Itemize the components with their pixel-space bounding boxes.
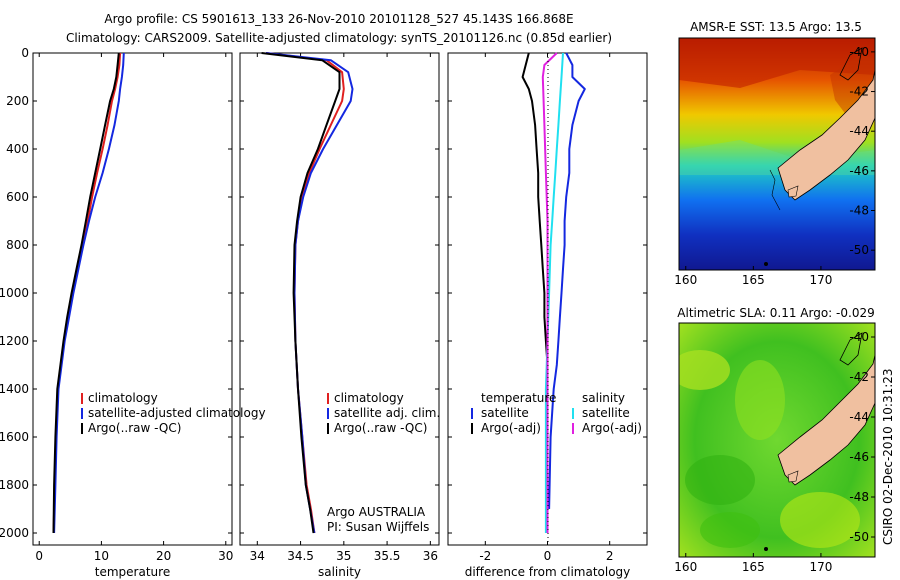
info-line-2: PI: Susan Wijffels — [327, 520, 429, 534]
temperature-axis-label: temperature — [95, 565, 170, 579]
sla-map-ytick-label: -40 — [849, 330, 869, 344]
salinity-xtick-label: 34.5 — [287, 549, 314, 563]
salinity-legend-entry: Argo(..raw -QC) — [334, 421, 427, 435]
sst-map-ytick-label: -46 — [849, 164, 869, 178]
sst-map-ytick-label: -40 — [849, 45, 869, 59]
difference-legend-header: salinity — [582, 391, 625, 405]
depth-tick-label: 1000 — [0, 286, 29, 300]
sst-map-xtick-label: 170 — [809, 273, 832, 287]
salinity-xtick-label: 35 — [336, 549, 351, 563]
difference-legend-header: temperature — [481, 391, 556, 405]
temperature-legend-entry: satellite-adjusted climatology — [88, 406, 266, 420]
sst-map-ytick-label: -42 — [849, 85, 869, 99]
sst-map-ytick-label: -48 — [849, 204, 869, 218]
temperature-series-line-3 — [52, 52, 120, 534]
axes-ticks: 0 10 20 30temperature0200400600800100012001… — [0, 46, 647, 579]
sla-map-image — [679, 323, 875, 557]
temperature-series-line-2 — [53, 52, 125, 534]
temperature-series-line-1 — [52, 52, 122, 534]
sst-map-image — [679, 38, 875, 270]
profile-lines — [52, 52, 586, 534]
timestamp-label: CSIRO 02-Dec-2010 10:31:23 — [881, 368, 895, 545]
depth-tick-label: 400 — [6, 142, 29, 156]
difference-series-line-2 — [521, 52, 549, 509]
difference-axis-label: difference from climatology — [465, 565, 631, 579]
sla-map-xtick-label: 165 — [742, 560, 765, 574]
salinity-xtick-label: 35.5 — [374, 549, 401, 563]
depth-tick-label: 1400 — [0, 382, 29, 396]
difference-xtick-label: -2 — [479, 549, 491, 563]
sla-map-xtick-label: 170 — [809, 560, 832, 574]
sla-map-frame — [678, 322, 876, 558]
salinity-axis-label: salinity — [318, 565, 361, 579]
info-line-1: Argo AUSTRALIA — [327, 505, 426, 519]
difference-xtick-label: 0 — [544, 549, 552, 563]
sla-map-ytick-label: -42 — [849, 370, 869, 384]
salinity-legend-entry: satellite adj. clim. — [334, 406, 440, 420]
difference-series-line-3 — [544, 52, 564, 533]
temperature-legend-entry: Argo(..raw -QC) — [88, 421, 181, 435]
salinity-xtick-label: 34 — [250, 549, 265, 563]
salinity-series-line-3 — [261, 52, 341, 534]
depth-tick-label: 1600 — [0, 430, 29, 444]
temperature-legend-entry: climatology — [88, 391, 158, 405]
map-axes: 160 165 170 -40 -42 -44 -46 -48 -50 160 165 170 -40 -… — [674, 45, 875, 574]
depth-tick-label: 1800 — [0, 478, 29, 492]
sst-float-marker — [764, 262, 768, 266]
sst-map-title: AMSR-E SST: 13.5 Argo: 13.5 — [690, 20, 862, 34]
figure-title-line-1: Argo profile: CS 5901613_133 26-Nov-2010… — [104, 12, 573, 26]
sla-map-xtick-label: 160 — [674, 560, 697, 574]
depth-tick-label: 1200 — [0, 334, 29, 348]
difference-legend-entry: Argo(-adj) — [582, 421, 642, 435]
sla-map-ytick-label: -46 — [849, 450, 869, 464]
sst-map-xtick-label: 160 — [674, 273, 697, 287]
depth-tick-label: 200 — [6, 94, 29, 108]
depth-tick-label: 0 — [21, 46, 29, 60]
sla-float-marker — [764, 547, 768, 551]
salinity-panel-frame — [239, 52, 440, 546]
difference-legend-entry: satellite — [582, 406, 630, 420]
sla-map-ytick-label: -50 — [849, 530, 869, 544]
figure-title-line-2: Climatology: CARS2009. Satellite-adjuste… — [66, 31, 612, 45]
temperature-xtick-label: 10 — [94, 549, 109, 563]
salinity-xtick-label: 36 — [423, 549, 438, 563]
temperature-xtick-label: 0 — [35, 549, 43, 563]
depth-tick-label: 800 — [6, 238, 29, 252]
sst-map-frame — [678, 37, 876, 271]
temperature-xtick-label: 20 — [156, 549, 171, 563]
depth-tick-label: 600 — [6, 190, 29, 204]
salinity-legend-entry: climatology — [334, 391, 404, 405]
sst-map-ytick-label: -44 — [849, 124, 869, 138]
temperature-panel-frame — [32, 52, 233, 546]
difference-series-line-1 — [548, 52, 586, 510]
difference-legend-entry: satellite — [481, 406, 529, 420]
sst-landmass — [777, 69, 875, 201]
temperature-xtick-label: 30 — [218, 549, 233, 563]
difference-xtick-label: 2 — [606, 549, 614, 563]
sla-landmass — [777, 354, 875, 486]
depth-tick-label: 2000 — [0, 526, 29, 540]
sst-map-ytick-label: -50 — [849, 243, 869, 257]
sst-map-xtick-label: 165 — [742, 273, 765, 287]
sla-map-ytick-label: -48 — [849, 490, 869, 504]
sla-map-title: Altimetric SLA: 0.11 Argo: -0.029 — [677, 306, 874, 320]
salinity-series-line-2 — [265, 52, 354, 534]
difference-legend-entry: Argo(-adj) — [481, 421, 541, 435]
sla-map-ytick-label: -44 — [849, 410, 869, 424]
